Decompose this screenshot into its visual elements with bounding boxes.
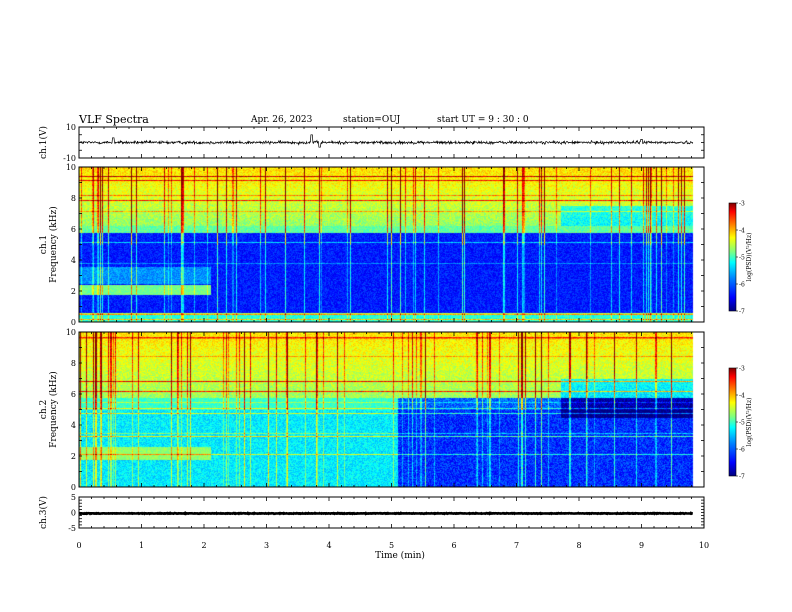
ch1-colorbar: -3 -4 -5 -6 -7 log(PSD)(V²/Hz) bbox=[728, 201, 753, 316]
y-tick-label: 8 bbox=[71, 194, 76, 203]
ch1-waveform-xticks bbox=[78, 127, 705, 158]
ch1-spectrogram-ylabel: Frequency (kHz) bbox=[48, 206, 59, 283]
y-tick-label: 2 bbox=[71, 452, 76, 461]
y-tick-label: 8 bbox=[71, 359, 76, 368]
start-time-label: start UT = 9 : 30 : 0 bbox=[437, 115, 529, 125]
ch3-waveform-panel: 5 0 -5 ch.3(V) bbox=[38, 493, 705, 533]
colorbar-label: log(PSD)(V²/Hz) bbox=[746, 233, 753, 282]
ch2-spectrogram-xticks bbox=[78, 332, 705, 487]
ch3-waveform-ylabel: ch.3(V) bbox=[38, 496, 49, 529]
colorbar-tick-label: -5 bbox=[739, 255, 745, 262]
x-tick-label: 2 bbox=[201, 541, 206, 550]
ch1-waveform-panel: 10 -10 ch.1(V) bbox=[38, 123, 705, 163]
ch1-waveform-yticks: 10 -10 bbox=[63, 123, 704, 163]
ch2-spectrogram-panel: 0 2 4 6 8 10 ch.2 Frequency (kHz) -3 -4 -5 -6 -7 l… bbox=[39, 328, 753, 492]
ch3-waveform-yticks: 5 0 -5 bbox=[68, 493, 704, 533]
y-tick-label: 0 bbox=[71, 318, 76, 327]
y-tick-label: 2 bbox=[71, 287, 76, 296]
x-tick-label: 7 bbox=[514, 541, 519, 550]
page-title: VLF Spectra bbox=[79, 113, 149, 126]
ch1-spectrogram-channel: ch.1 bbox=[39, 235, 49, 254]
y-tick-label: 10 bbox=[66, 163, 76, 172]
y-tick-label: 10 bbox=[66, 123, 76, 132]
y-tick-label: -10 bbox=[63, 154, 76, 163]
x-tick-label: 3 bbox=[264, 541, 269, 550]
time-axis-label: Time (min) bbox=[375, 550, 425, 561]
ch1-waveform-ylabel: ch.1(V) bbox=[38, 126, 49, 159]
y-tick-label: 6 bbox=[71, 225, 76, 234]
colorbar-tick-label: -3 bbox=[739, 201, 745, 208]
time-axis-ticklabels: 0 1 2 3 4 5 6 7 8 9 10 bbox=[76, 541, 709, 550]
x-tick-label: 1 bbox=[139, 541, 144, 550]
colorbar-label: log(PSD)(V²/Hz) bbox=[746, 398, 753, 447]
colorbar-tick-label: -6 bbox=[739, 282, 745, 289]
ch1-spectrogram-image bbox=[79, 167, 704, 322]
x-tick-label: 6 bbox=[451, 541, 456, 550]
ch1-spectrogram-xticks bbox=[78, 167, 705, 322]
colorbar-gradient bbox=[728, 202, 737, 312]
y-tick-label: -5 bbox=[68, 524, 76, 533]
x-tick-label: 9 bbox=[639, 541, 644, 550]
x-tick-label: 8 bbox=[576, 541, 581, 550]
y-tick-label: 10 bbox=[66, 328, 76, 337]
ch2-spectrogram-channel: ch.2 bbox=[39, 400, 49, 419]
ch1-spectrogram-yticks: 0 2 4 6 8 10 bbox=[66, 163, 704, 327]
colorbar-tick-label: -4 bbox=[739, 393, 745, 400]
colorbar-tick-label: -4 bbox=[739, 228, 745, 235]
ch2-spectrogram-ylabel: Frequency (kHz) bbox=[48, 371, 59, 448]
colorbar-tick-label: -7 bbox=[739, 474, 745, 481]
x-tick-label: 10 bbox=[699, 541, 709, 550]
y-tick-label: 4 bbox=[71, 256, 76, 265]
x-tick-label: 4 bbox=[326, 541, 331, 550]
waveform-line bbox=[78, 511, 693, 516]
colorbar-tick-label: -6 bbox=[739, 447, 745, 454]
ch3-waveform-trace bbox=[78, 511, 693, 516]
x-tick-label: 5 bbox=[389, 541, 394, 550]
colorbar-tick-label: -5 bbox=[739, 420, 745, 427]
colorbar-tick-label: -3 bbox=[739, 366, 745, 373]
ch2-colorbar: -3 -4 -5 -6 -7 log(PSD)(V²/Hz) bbox=[728, 366, 753, 481]
station-label: station=OUJ bbox=[343, 115, 401, 125]
ch1-spectrogram-panel: 0 2 4 6 8 10 ch.1 Frequency (kHz) -3 -4 -5 -6 -7 l… bbox=[39, 163, 753, 327]
ch2-spectrogram-image bbox=[79, 332, 704, 487]
colorbar-gradient bbox=[728, 367, 737, 477]
y-tick-label: 5 bbox=[71, 493, 76, 502]
waveform-line bbox=[78, 134, 694, 148]
ch1-waveform-trace bbox=[78, 134, 694, 148]
y-tick-label: 4 bbox=[71, 421, 76, 430]
y-tick-label: 0 bbox=[71, 509, 76, 518]
y-tick-label: 6 bbox=[71, 390, 76, 399]
y-tick-label: 0 bbox=[71, 483, 76, 492]
date-label: Apr. 26, 2023 bbox=[251, 115, 313, 125]
ch3-waveform-xticks bbox=[78, 497, 705, 528]
ch2-spectrogram-yticks: 0 2 4 6 8 10 bbox=[66, 328, 704, 492]
x-tick-label: 0 bbox=[76, 541, 81, 550]
colorbar-tick-label: -7 bbox=[739, 309, 745, 316]
